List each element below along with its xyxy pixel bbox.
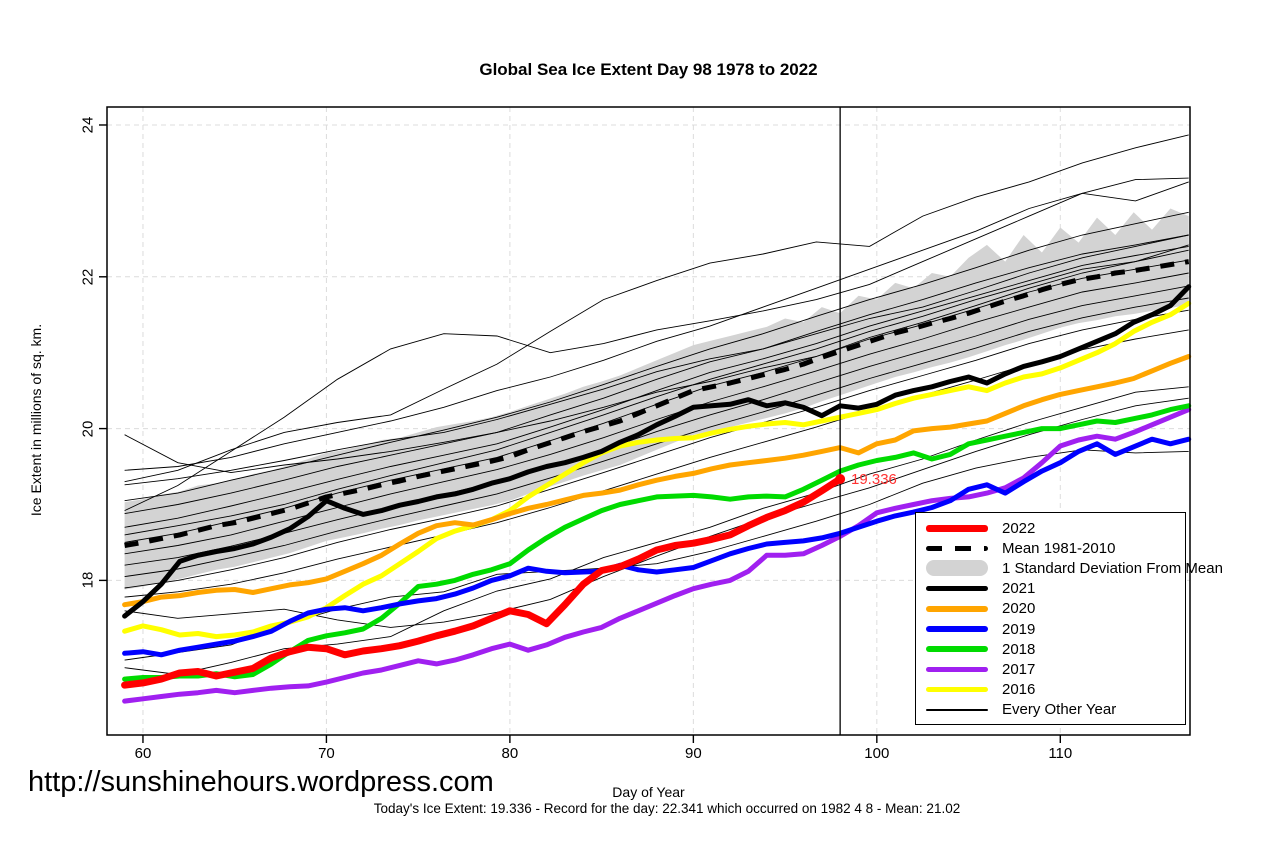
legend-item: 2022 [916,518,1185,538]
legend-item: 2017 [916,659,1185,679]
today-value-annotation: 19.336 [851,471,897,488]
legend-label: 2020 [1002,600,1036,618]
legend-label: 2018 [1002,640,1036,658]
y-tick-label: 20 [79,420,97,437]
x-tick-label: 90 [685,745,702,762]
y-axis-label: Ice Extent in millions of sq. km. [28,323,44,517]
x-axis-label: Day of Year [612,784,685,800]
legend-swatch-thick [926,524,988,532]
watermark-url-text: http://sunshinehours.wordpress.com [28,766,494,798]
legend-swatch-thick [926,666,988,673]
legend-label: 2022 [1002,519,1036,537]
legend-label: 1 Standard Deviation From Mean [1002,559,1223,577]
chart-subtitle: Today's Ice Extent: 19.336 - Record for … [373,801,961,816]
legend-label: 2016 [1002,681,1036,699]
x-tick-label: 60 [134,745,152,762]
legend-label: 2021 [1002,580,1036,598]
y-tick-label: 18 [79,572,97,589]
legend-item: 2021 [916,579,1185,599]
legend-swatch-thick [926,626,988,632]
legend-swatch-band [926,560,988,577]
x-tick-label: 80 [501,745,519,762]
legend-swatch-thick [926,686,988,693]
legend-swatch-dash [926,545,988,551]
legend-swatch-thick [926,606,988,612]
chart-legend: 2022 Mean 1981-2010 1 Standard Deviation F… [915,512,1223,725]
legend-label: 2019 [1002,620,1036,638]
legend-item: 2016 [916,680,1185,700]
legend-item: Mean 1981-2010 [916,538,1185,558]
y-tick-label: 22 [79,268,97,286]
chart-title: Global Sea Ice Extent Day 98 1978 to 202… [479,60,818,79]
x-tick-label: 110 [1048,745,1073,762]
legend-label: Mean 1981-2010 [1002,539,1116,557]
x-tick-label: 100 [864,745,890,762]
legend-label: 2017 [1002,660,1036,678]
legend-swatch-thin [926,709,988,711]
legend-item: 2019 [916,619,1185,639]
legend-item: Every Other Year [916,700,1185,720]
legend-label: Every Other Year [1002,701,1117,719]
y-tick-label: 24 [79,116,97,134]
legend-item: 2018 [916,639,1185,659]
legend-item: 2020 [916,599,1185,619]
legend-swatch-thick [926,585,988,592]
x-tick-label: 70 [318,745,335,762]
legend-item: 1 Standard Deviation From Mean [916,558,1223,578]
legend-swatch-thick [926,646,988,652]
